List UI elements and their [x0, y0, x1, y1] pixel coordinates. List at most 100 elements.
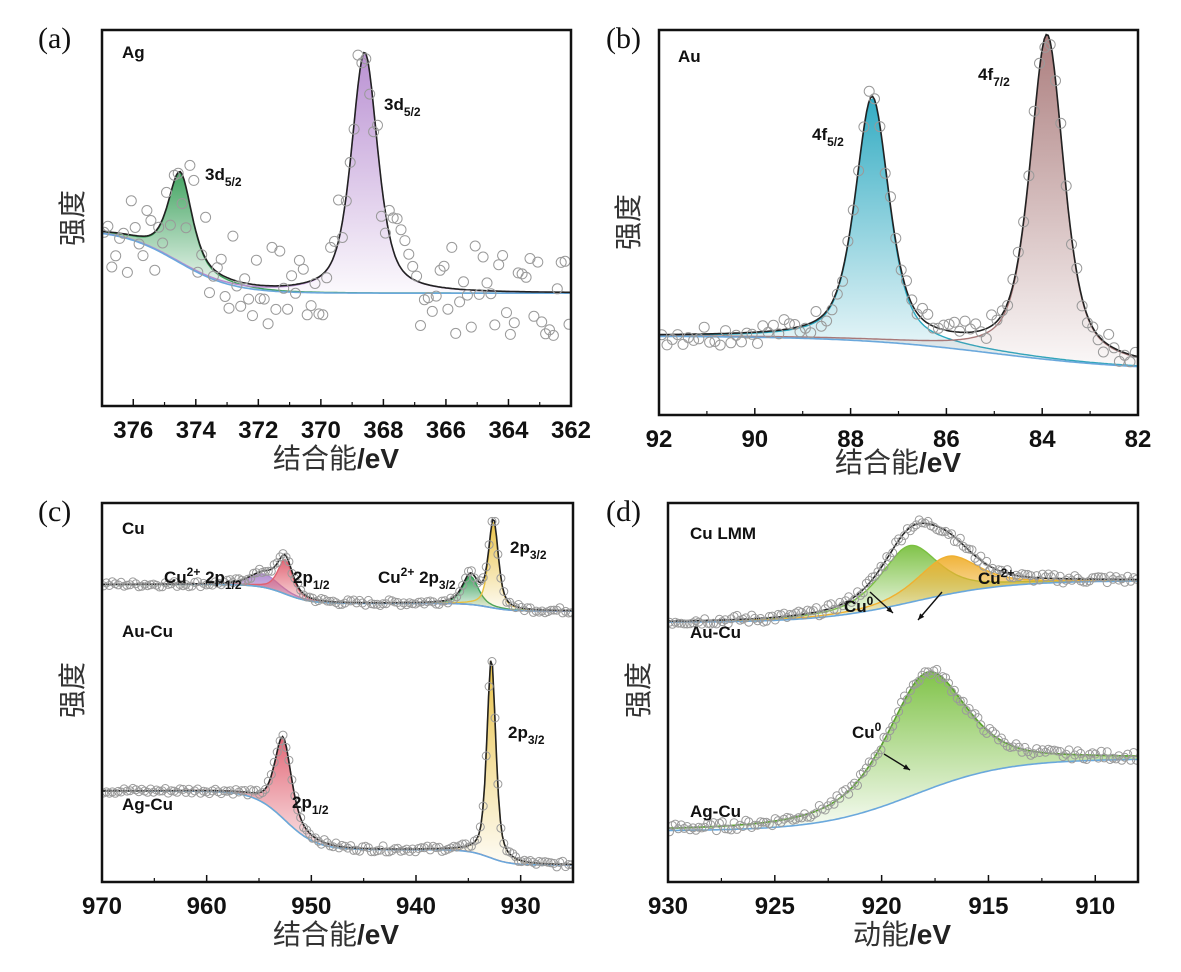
data-point: [343, 843, 353, 853]
x-tick-label: 366: [426, 417, 466, 444]
data-point: [278, 730, 288, 740]
data-point: [1060, 180, 1072, 192]
data-point: [215, 253, 227, 265]
data-point: [184, 159, 196, 171]
data-point: [152, 580, 161, 590]
data-point: [531, 859, 541, 869]
data-point: [395, 224, 407, 236]
data-point: [516, 268, 528, 280]
data-point: [714, 339, 726, 351]
data-point: [1007, 273, 1019, 285]
data-point: [980, 332, 992, 344]
data-point: [941, 673, 951, 683]
panel-letter: (d): [606, 495, 641, 528]
data-point: [561, 862, 571, 872]
panel-title: Cu LMM: [690, 524, 756, 543]
data-point: [756, 817, 765, 827]
data-point: [1093, 572, 1103, 582]
data-point: [986, 309, 998, 321]
peak-label: 2p1/2: [292, 793, 329, 817]
data-point: [528, 310, 540, 322]
data-point: [222, 786, 232, 796]
data-point: [190, 786, 200, 796]
data-point: [269, 757, 279, 767]
data-point: [1108, 342, 1120, 354]
data-point: [552, 862, 562, 872]
y-axis-title: 强度: [622, 662, 655, 718]
data-point: [428, 597, 438, 607]
peak-label: 2p3/2: [510, 538, 547, 562]
data-point: [967, 545, 977, 555]
data-point: [366, 847, 376, 857]
data-point: [847, 204, 859, 216]
panel-letter: (c): [38, 495, 71, 528]
data-point: [352, 49, 364, 61]
data-point: [975, 326, 987, 338]
data-point: [461, 839, 471, 849]
data-point: [519, 606, 529, 616]
data-point: [352, 598, 362, 608]
data-point: [741, 327, 753, 339]
data-point: [163, 788, 173, 798]
data-point: [1105, 571, 1115, 581]
data-point: [375, 601, 385, 610]
data-point: [131, 579, 141, 589]
data-point: [116, 787, 126, 797]
data-point: [832, 605, 842, 615]
data-point: [317, 309, 329, 321]
data-point: [219, 291, 231, 302]
data-point: [1076, 300, 1088, 312]
data-point: [344, 156, 356, 168]
data-point: [1096, 572, 1106, 582]
data-point: [489, 319, 501, 331]
data-point: [932, 322, 944, 334]
data-point: [490, 713, 500, 723]
data-point: [906, 294, 918, 306]
data-point: [803, 812, 812, 822]
data-point: [1044, 39, 1056, 51]
data-point: [891, 714, 901, 724]
data-point: [874, 121, 886, 133]
data-point: [714, 614, 724, 624]
data-point: [193, 577, 203, 587]
x-tick-label: 84: [1029, 426, 1056, 453]
data-point: [947, 529, 956, 539]
data-point: [278, 282, 290, 294]
data-point: [1103, 328, 1115, 340]
data-point: [281, 552, 291, 562]
fit-envelope: [102, 660, 573, 866]
data-point: [861, 763, 871, 773]
data-point: [549, 605, 559, 615]
data-point: [399, 235, 411, 247]
data-point: [196, 249, 208, 261]
data-point: [917, 518, 927, 528]
data-point: [546, 858, 556, 868]
data-point: [1008, 742, 1018, 752]
data-point: [164, 219, 176, 231]
data-point: [308, 833, 317, 843]
data-point: [102, 226, 110, 238]
data-point: [407, 260, 419, 272]
data-point: [725, 337, 737, 349]
data-point: [437, 596, 447, 606]
data-point: [996, 565, 1006, 575]
data-point: [785, 813, 795, 823]
data-point: [551, 283, 563, 295]
data-point: [137, 581, 147, 591]
x-tick-label: 376: [113, 417, 153, 444]
data-point: [908, 522, 918, 532]
data-point: [1123, 571, 1133, 581]
data-point: [269, 560, 279, 570]
data-point: [408, 844, 418, 854]
peak-label: 2p1/2: [293, 568, 330, 592]
data-point: [1102, 747, 1112, 757]
trace-au-cu: [668, 515, 1138, 629]
data-point: [1046, 745, 1056, 755]
plot-area: [102, 49, 571, 341]
data-point: [348, 123, 360, 135]
data-point: [821, 315, 833, 327]
data-point: [274, 245, 286, 257]
peak-label: Cu2+ 2p1/2: [164, 565, 242, 592]
data-point: [673, 618, 683, 628]
data-point: [911, 678, 921, 688]
